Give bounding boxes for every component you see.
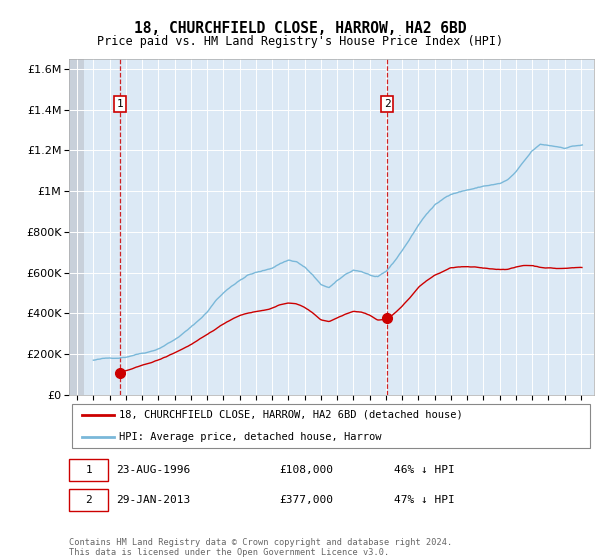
Text: £377,000: £377,000 <box>279 495 333 505</box>
Text: £108,000: £108,000 <box>279 465 333 475</box>
Bar <box>69 59 84 395</box>
Bar <box>69 59 84 395</box>
Text: 18, CHURCHFIELD CLOSE, HARROW, HA2 6BD (detached house): 18, CHURCHFIELD CLOSE, HARROW, HA2 6BD (… <box>119 410 463 420</box>
Text: Contains HM Land Registry data © Crown copyright and database right 2024.
This d: Contains HM Land Registry data © Crown c… <box>69 538 452 557</box>
Text: 29-JAN-2013: 29-JAN-2013 <box>116 495 191 505</box>
FancyBboxPatch shape <box>69 459 109 480</box>
Text: 18, CHURCHFIELD CLOSE, HARROW, HA2 6BD: 18, CHURCHFIELD CLOSE, HARROW, HA2 6BD <box>134 21 466 36</box>
Text: 23-AUG-1996: 23-AUG-1996 <box>116 465 191 475</box>
Text: 1: 1 <box>85 465 92 475</box>
Text: HPI: Average price, detached house, Harrow: HPI: Average price, detached house, Harr… <box>119 432 382 442</box>
Text: Price paid vs. HM Land Registry's House Price Index (HPI): Price paid vs. HM Land Registry's House … <box>97 35 503 48</box>
FancyBboxPatch shape <box>69 489 109 511</box>
FancyBboxPatch shape <box>71 404 590 449</box>
Text: 2: 2 <box>384 99 391 109</box>
Text: 2: 2 <box>85 495 92 505</box>
Text: 47% ↓ HPI: 47% ↓ HPI <box>395 495 455 505</box>
Text: 46% ↓ HPI: 46% ↓ HPI <box>395 465 455 475</box>
Text: 1: 1 <box>116 99 124 109</box>
